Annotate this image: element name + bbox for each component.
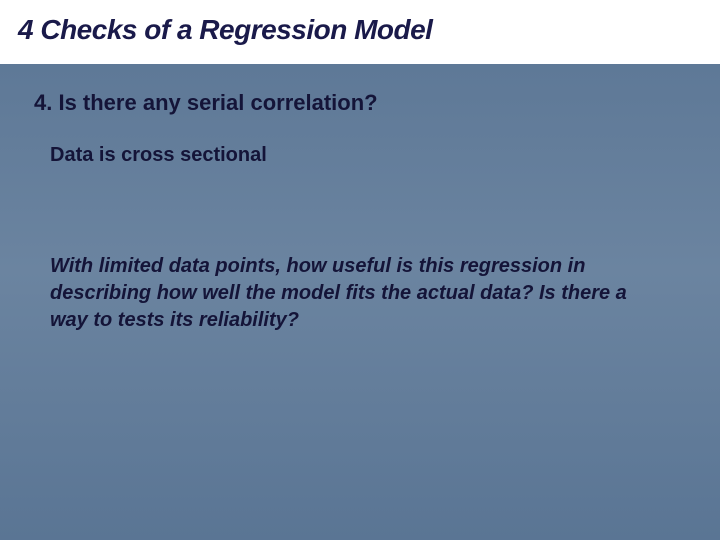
body-line-2: With limited data points, how useful is …	[50, 253, 650, 334]
slide: 4 Checks of a Regression Model 4. Is the…	[0, 0, 720, 540]
title-bar: 4 Checks of a Regression Model	[0, 0, 720, 64]
body-line-1: Data is cross sectional	[50, 144, 686, 167]
slide-content: 4. Is there any serial correlation? Data…	[0, 64, 720, 334]
subheading: 4. Is there any serial correlation?	[34, 90, 686, 116]
slide-title: 4 Checks of a Regression Model	[18, 14, 702, 46]
